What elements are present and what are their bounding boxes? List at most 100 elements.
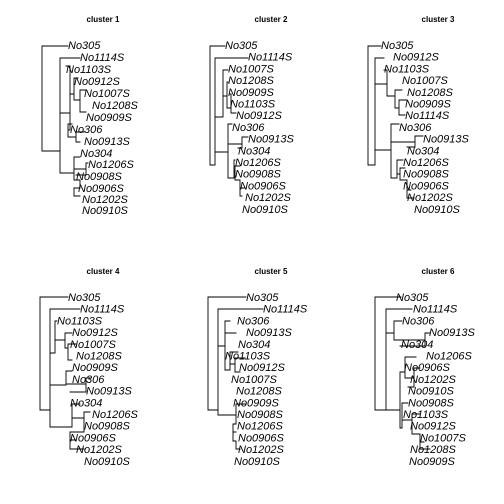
tip-label: No306 xyxy=(399,122,432,134)
tip-label: No0912S xyxy=(74,76,121,88)
tip-label: No0908S xyxy=(235,169,282,181)
tip-label: No1007S xyxy=(402,75,449,87)
tree-edges xyxy=(209,45,249,197)
tip-label: No1103S xyxy=(66,64,112,76)
tip-labels: No305No1114SNo1007SNo1208SNo0909SNo1103S… xyxy=(225,40,295,216)
tip-label: No0909S xyxy=(228,87,275,99)
tip-label: No305 xyxy=(225,40,258,52)
tip-label: No0908S xyxy=(408,397,455,409)
tip-label: No0908S xyxy=(237,409,284,421)
panel-cluster-5: cluster 5No305No1114SNo306No0913SNo304No… xyxy=(207,267,308,468)
tip-label: No305 xyxy=(68,40,101,52)
tip-label: No0906S xyxy=(403,180,450,192)
tip-label: No304 xyxy=(238,145,270,157)
tip-label: No1103S xyxy=(384,63,430,75)
tip-label: No0908S xyxy=(403,169,450,181)
tip-label: No1208S xyxy=(76,351,123,363)
tip-label: No1007S xyxy=(231,374,278,386)
tip-label: No1208S xyxy=(407,87,454,99)
panel-title: cluster 2 xyxy=(255,15,288,24)
tip-label: No1202S xyxy=(407,192,454,204)
panel-title: cluster 3 xyxy=(422,15,455,24)
tip-label: No306 xyxy=(402,315,435,327)
panel-cluster-1: cluster 1 No305 No1114S No1103S No0912S … xyxy=(41,15,139,217)
tip-label: No0908S xyxy=(76,171,123,183)
tip-label: No0910S xyxy=(234,456,281,468)
tip-label: No0910S xyxy=(408,386,455,398)
panel-cluster-4: cluster 4 No305No1114SNo1103SNo0912SNo100… xyxy=(39,267,139,468)
tip-labels: No305No1114SNo306No0913SNo304No1103SNo09… xyxy=(225,292,308,468)
tip-label: No1114S xyxy=(405,110,450,122)
tip-label: No1208S xyxy=(92,100,139,112)
tip-label: No0912S xyxy=(239,362,286,374)
tip-label: No0910S xyxy=(414,204,461,216)
tip-label: No1114S xyxy=(248,52,293,64)
tip-label: No1114S xyxy=(80,304,125,316)
tip-label: No0909S xyxy=(409,456,456,468)
tip-label: No1114S xyxy=(80,52,125,64)
tip-label: No306 xyxy=(72,374,105,386)
tip-label: No306 xyxy=(232,122,265,134)
tip-label: No306 xyxy=(237,315,270,327)
tip-label: No0906S xyxy=(404,362,451,374)
tip-label: No0906S xyxy=(70,432,117,444)
tip-label: No0910S xyxy=(84,456,131,468)
tip-label: No1206S xyxy=(426,351,473,363)
tip-label: No0906S xyxy=(78,183,125,195)
tip-label: No0912S xyxy=(393,52,440,64)
tip-label: No1202S xyxy=(76,444,123,456)
tree-edges xyxy=(207,296,264,450)
tip-label: No306 xyxy=(70,124,103,136)
tip-label: No0910S xyxy=(82,205,129,217)
tip-label: No0910S xyxy=(242,204,289,216)
tip-label: No0912S xyxy=(410,421,457,433)
tip-label: No0909S xyxy=(86,112,133,124)
panel-cluster-6: cluster 6No305No1114SNo306No0913SNo304No… xyxy=(374,267,476,468)
panel-title: cluster 5 xyxy=(255,267,288,276)
tip-label: No1202S xyxy=(410,374,457,386)
tip-label: No305 xyxy=(381,40,414,52)
panel-cluster-2: cluster 2No305No1114SNo1007SNo1208SNo090… xyxy=(209,15,295,216)
tip-label: No1202S xyxy=(245,192,292,204)
tip-label: No304 xyxy=(80,148,112,160)
tree-edges xyxy=(41,45,89,197)
panel-cluster-3: cluster 3No305No0912SNo1103SNo1007SNo120… xyxy=(367,15,470,216)
tree-edges xyxy=(374,296,431,450)
tip-label: No1007S xyxy=(420,432,467,444)
tip-label: No0909S xyxy=(405,99,452,111)
tip-label: No0909S xyxy=(233,397,280,409)
tip-label: No1007S xyxy=(70,339,117,351)
panel-title: cluster 1 xyxy=(87,15,120,24)
tip-label: No1206S xyxy=(403,157,450,169)
tip-label: No1206S xyxy=(235,157,282,169)
tip-label: No1206S xyxy=(92,409,139,421)
tip-label: No1114S xyxy=(263,304,308,316)
tip-label: No0913S xyxy=(429,327,476,339)
tip-label: No0909S xyxy=(72,362,119,374)
tip-label: No1103S xyxy=(225,351,271,363)
tip-label: No304 xyxy=(70,397,102,409)
tip-label: No0908S xyxy=(84,421,131,433)
tree-edges xyxy=(367,45,424,199)
tip-label: No304 xyxy=(401,339,433,351)
tree-edges xyxy=(39,296,91,450)
tip-label: No1208S xyxy=(236,386,283,398)
tip-label: No304 xyxy=(407,145,439,157)
tip-label: No0913S xyxy=(248,134,295,146)
tip-label: No1103S xyxy=(403,409,449,421)
tip-label: No0913S xyxy=(246,327,293,339)
tip-labels: No305No1114SNo1103SNo0912SNo1007SNo1208S… xyxy=(57,292,139,468)
tip-label: No305 xyxy=(246,292,279,304)
tip-label: No1114S xyxy=(413,304,458,316)
tip-label: No0913S xyxy=(423,134,470,146)
tip-label: No1208S xyxy=(228,75,275,87)
tip-label: No1206S xyxy=(88,159,135,171)
tip-label: No1103S xyxy=(230,99,276,111)
tip-label: No1007S xyxy=(228,63,275,75)
tip-label: No304 xyxy=(238,339,270,351)
tip-label: No0913S xyxy=(84,136,131,148)
tip-label: No1103S xyxy=(57,315,103,327)
panel-title: cluster 6 xyxy=(422,267,455,276)
